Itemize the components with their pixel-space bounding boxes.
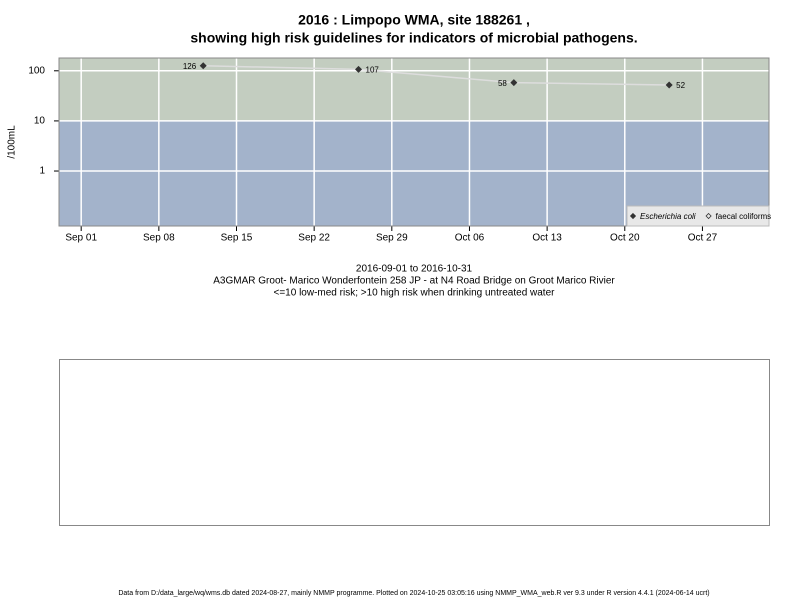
high-risk-band [59, 58, 769, 121]
data-label: 58 [498, 79, 507, 88]
data-label: 126 [183, 62, 197, 71]
point [199, 62, 207, 70]
x-tick-label: Oct 13 [532, 233, 562, 244]
site: A3GMAR Groot- Marico Wonderfontein 258 J… [213, 276, 615, 287]
legend-marker [629, 212, 637, 220]
legend-box [626, 205, 770, 227]
legend-label: Escherichia coli [640, 212, 696, 221]
y-tick-label: 10 [34, 116, 46, 127]
x-tick-label: Oct 20 [610, 233, 640, 244]
point [355, 65, 363, 73]
data-label: 52 [676, 81, 685, 90]
chart-title: 2016 : Limpopo WMA, site 188261 , [298, 12, 530, 28]
x-tick-label: Sep 08 [143, 233, 175, 244]
x-tick-label: Oct 27 [688, 233, 718, 244]
x-tick-label: Sep 22 [298, 233, 330, 244]
point [510, 79, 518, 87]
x-tick-label: Sep 01 [65, 233, 97, 244]
x-tick-label: Oct 06 [455, 233, 485, 244]
period: 2016-09-01 to 2016-10-31 [356, 264, 473, 275]
data-label: 107 [366, 65, 380, 74]
y-tick-label: 1 [39, 166, 45, 177]
x-tick-label: Sep 15 [221, 233, 253, 244]
x-tick-label: Sep 29 [376, 233, 408, 244]
legend-marker [705, 212, 712, 220]
chart-title: showing high risk guidelines for indicat… [190, 30, 637, 46]
plot-frame [58, 57, 770, 227]
empty-panel [59, 359, 770, 526]
point [665, 81, 673, 89]
series-line [203, 65, 670, 86]
y-tick-label: 100 [28, 65, 45, 76]
legend-label: faecal coliforms [716, 212, 772, 221]
footer: Data from D:/data_large/wq/wms.db dated … [118, 590, 709, 597]
risk-note: <=10 low-med risk; >10 high risk when dr… [274, 288, 556, 299]
y-axis-label: /100mL [7, 125, 18, 159]
